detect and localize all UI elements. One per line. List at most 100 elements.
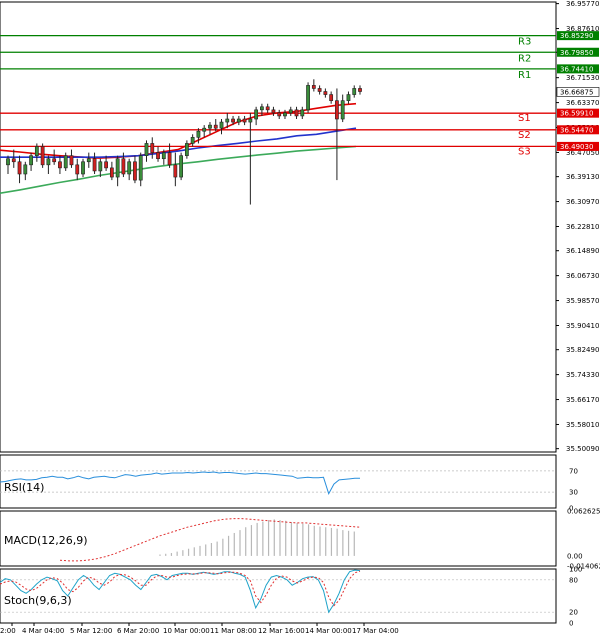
candle-body <box>150 143 155 153</box>
candle-body <box>11 158 16 163</box>
time-tick-label: 5 Mar 12:00 <box>70 627 112 635</box>
price-tick-label: 35.66170 <box>566 396 599 404</box>
candle-body <box>346 94 351 101</box>
level-tag-bg <box>557 64 599 74</box>
candle-body <box>104 161 108 169</box>
rsi-panel-frame <box>0 454 557 509</box>
candle-body <box>173 164 178 178</box>
price-tick-label: 36.71530 <box>566 74 599 82</box>
level-tag-r3: 36.85290 <box>560 32 593 40</box>
candle-body <box>86 158 91 163</box>
level-tag-bg <box>557 141 599 151</box>
time-tick-label: 2:00 <box>0 627 16 635</box>
candle-body <box>288 109 293 114</box>
macd-tick-label: 0.062625 <box>567 508 600 516</box>
candle-body <box>179 155 184 178</box>
level-tag-s1: 36.59910 <box>560 110 593 118</box>
macd-signal-line <box>59 518 361 562</box>
candle-body <box>352 88 357 95</box>
time-tick-label: 6 Mar 20:00 <box>117 627 159 635</box>
price-tick-label: 36.47050 <box>566 149 599 157</box>
rsi-tick-label: 0 <box>569 505 573 513</box>
price-tick-label: 35.98570 <box>566 297 599 305</box>
candle-body <box>81 161 85 175</box>
stoch-series: 100 80 20 0 <box>0 566 582 628</box>
level-name-s3: S3 <box>518 146 531 157</box>
candle-body <box>265 106 270 111</box>
price-tick-label: 36.30970 <box>566 198 599 206</box>
candle-body <box>358 88 362 92</box>
time-tick-label: 10 Mar 00:00 <box>163 627 210 635</box>
candle-body <box>63 155 68 169</box>
level-name-s1: S1 <box>518 113 531 124</box>
macd-tick-label: 0.00 <box>567 552 583 560</box>
candle-body <box>127 161 132 175</box>
candle-body <box>277 112 282 117</box>
candle-body <box>23 164 28 175</box>
candle-body <box>248 118 253 123</box>
candle-body <box>335 100 339 120</box>
candle-body <box>294 109 299 117</box>
candle-body <box>225 118 230 123</box>
level-tag-bg <box>557 108 599 118</box>
time-tick-label: 11 Mar 08:00 <box>210 627 257 635</box>
rsi-label: RSI(14) <box>4 481 44 494</box>
ma-line-ma-slow <box>0 145 357 194</box>
candle-body <box>17 161 22 175</box>
main-panel-frame <box>0 1 557 453</box>
candle-body <box>161 152 166 160</box>
candle-body <box>144 143 149 156</box>
candlesticks <box>6 79 362 205</box>
candle-body <box>156 152 160 160</box>
ma-line-ma-mid <box>0 127 357 158</box>
candle-body <box>260 106 264 111</box>
rsi-series: 70 30 0 <box>0 467 578 513</box>
candle-body <box>271 109 276 114</box>
candle-body <box>317 88 322 92</box>
candle-body <box>208 124 212 129</box>
candle-body <box>323 91 328 95</box>
price-tick-label: 36.39130 <box>566 173 599 181</box>
candle-body <box>306 85 310 111</box>
time-tick-label: 12 Mar 16:00 <box>258 627 305 635</box>
candle-body <box>311 85 316 89</box>
price-tick-label: 36.63370 <box>566 99 599 107</box>
stoch-label: Stoch(9,6,3) <box>4 594 72 607</box>
stoch-d-line <box>0 570 361 607</box>
rsi-tick-label: 70 <box>569 467 578 475</box>
candle-body <box>283 112 287 117</box>
candle-body <box>69 155 74 166</box>
candle-body <box>52 158 57 163</box>
candle-body <box>219 121 224 129</box>
rsi-tick-label: 30 <box>569 489 578 497</box>
candle-body <box>167 152 172 166</box>
candle-body <box>133 161 137 181</box>
level-tag-bg <box>557 47 599 57</box>
level-tag-bg <box>557 31 599 41</box>
level-tag-s2: 36.54470 <box>560 126 593 134</box>
level-tag-r2: 36.79850 <box>560 49 593 57</box>
candle-body <box>236 118 241 123</box>
candle-body <box>92 158 97 172</box>
time-tick-label: 17 Mar 04:00 <box>352 627 399 635</box>
candle-body <box>254 109 259 120</box>
candle-body <box>213 124 218 129</box>
stoch-tick-label: 20 <box>569 609 578 617</box>
candle-body <box>115 158 120 178</box>
level-name-r1: R1 <box>518 70 531 81</box>
price-axis: 36.95770 36.87610 36.79850 36.71530 36.63370… <box>556 0 599 453</box>
stoch-k-line <box>0 569 361 614</box>
macd-label: MACD(12,26,9) <box>4 534 88 547</box>
price-tick-label: 36.95770 <box>566 0 599 8</box>
current-price-tag <box>556 87 600 97</box>
rsi-line <box>0 471 360 495</box>
candle-body <box>138 155 143 181</box>
stoch-tick-label: 0 <box>569 620 573 628</box>
candle-body <box>58 161 62 169</box>
price-tick-label: 36.87610 <box>566 25 599 33</box>
time-axis: 2:00 4 Mar 04:00 5 Mar 12:00 6 Mar 20:00 10 … <box>0 623 399 635</box>
price-tick-label: 35.50090 <box>566 445 599 453</box>
stoch-panel-frame <box>0 568 557 624</box>
